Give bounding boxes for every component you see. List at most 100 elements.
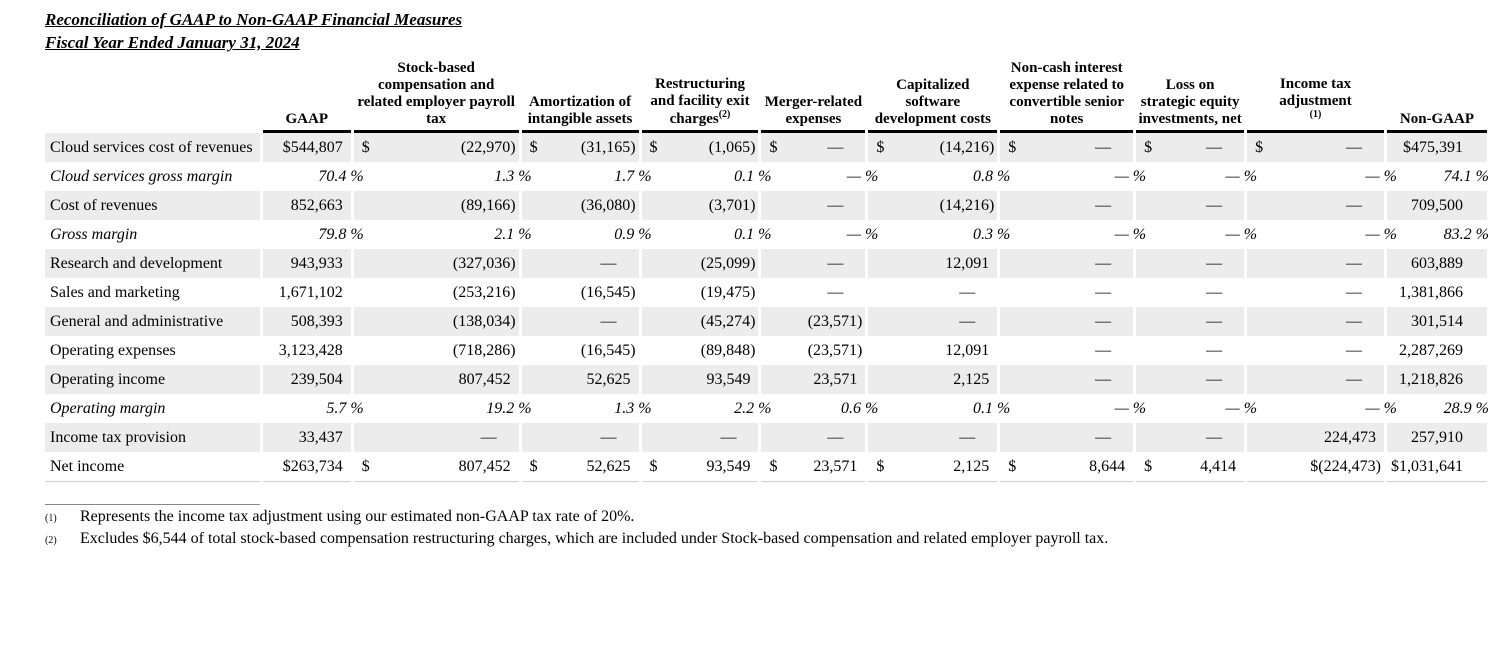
column-header: Restructuring and facility exit charges(… [641,60,759,133]
cell-value: 1.3 % [614,400,652,417]
footnote-marker: (1) [45,513,57,524]
table-cell: 2.1 % [354,220,531,249]
header-row: GAAP Stock-based compensation and related… [45,60,1487,133]
cell-value: 0.1 % [734,226,772,243]
column-header: Capitalized software development costs [868,60,998,133]
cell-value: — % [1365,400,1397,417]
table-cell: (89,166) [353,191,519,220]
table-row: Gross margin 79.8 % 2.1 % 0.9 % 0.1 % — % 0.3 … [45,220,1489,249]
cell-value: — [1095,342,1112,359]
table-cell: — [1247,336,1384,365]
cell-value: — % [1365,226,1397,243]
cell-value: — % [1225,400,1258,417]
table-cell: 603,889 [1386,249,1487,278]
cell-value: — [1095,313,1112,330]
table-row: Operating income 239,504 807,452 52,625 93,5… [45,365,1487,394]
row-label: Operating income [45,365,260,394]
cell-value: — [1206,429,1223,446]
cell-value: (327,036) [452,255,516,272]
table-cell: — [1247,278,1384,307]
table-cell: 79.8 % [263,220,363,249]
footnote-marker: (2) [45,535,57,546]
table-cell: 19.2 % [354,394,531,423]
table-cell: 23,571 [761,365,866,394]
table-cell: 1,381,866 [1387,278,1487,307]
table-cell: 1.3 % [354,162,531,191]
table-cell: $(224,473) [1247,452,1384,482]
table-cell: — % [1000,162,1147,191]
cell-value: (25,099) [700,255,756,272]
table-cell: 28.9 % [1387,394,1489,423]
cell-value: — [959,284,976,301]
cell-value: $475,391 [1403,139,1463,156]
cell-value: 301,514 [1411,313,1463,330]
table-row: Operating margin 5.7 % 19.2 % 1.3 % 2.2 % 0.6… [45,394,1489,423]
document-title: Reconciliation of GAAP to Non-GAAP Finan… [45,8,1490,54]
cell-value: (22,970) [460,139,516,156]
cell-value: (138,034) [452,313,516,330]
cell-value: — [1345,313,1362,330]
table-cell: — % [1136,220,1258,249]
cell-value: 224,473 [1323,429,1376,446]
table-cell: (45,274) [641,307,759,336]
footnote: (1) Represents the income tax adjustment … [45,507,1490,527]
column-header: Stock-based compensation and related emp… [353,60,519,133]
currency-symbol: $ [649,458,658,475]
cell-value: — [1206,342,1223,359]
table-cell: 0.9 % [522,220,651,249]
table-cell: 0.1 % [642,220,771,249]
table-cell: — [1247,191,1384,220]
cell-value: (23,571) [807,313,863,330]
table-row: Cloud services cost of revenues $544,807 $… [45,133,1487,162]
cell-value: (89,166) [460,197,516,214]
table-cell: (253,216) [354,278,519,307]
table-cell: (25,099) [641,249,759,278]
table-cell: — [761,249,866,278]
cell-value: — [1095,255,1112,272]
table-cell: — % [1000,220,1147,249]
cell-value: — % [1365,168,1397,185]
table-cell: $ (1,065) [641,133,759,162]
table-cell: 1.3 % [522,394,651,423]
table-row: Net income $263,734 $807,452 $52,625 $93,549… [45,452,1487,482]
column-header: GAAP [262,60,351,133]
table-row: Research and development 943,933 (327,036)… [45,249,1487,278]
currency-symbol: $ [529,139,538,156]
currency-symbol: $ [649,139,658,156]
table-row: Cost of revenues 852,663 (89,166) (36,080) (… [45,191,1487,220]
cell-value: — [600,255,617,272]
column-header: Income tax adjustment (1) [1247,60,1384,133]
cell-value: — % [1225,168,1258,185]
table-cell: (19,475) [642,278,759,307]
table-cell: — [868,423,998,452]
row-label: Net income [45,452,260,482]
cell-value: — [1345,371,1362,388]
cell-value: (36,080) [580,197,636,214]
table-cell: 3,123,428 [263,336,351,365]
cell-value: — [480,429,497,446]
table-cell: 1,218,826 [1386,365,1487,394]
table-cell: — [521,307,639,336]
table-cell: (327,036) [353,249,519,278]
table-cell: (14,216) [868,191,998,220]
table-cell: 70.4 % [263,162,363,191]
table-cell: — [521,249,639,278]
table-cell: $1,031,641 [1386,452,1487,482]
cell-value: 603,889 [1411,255,1463,272]
table-cell: — [641,423,759,452]
cell-value: $(224,473) [1310,458,1381,475]
table-cell: $4,414 [1136,452,1245,482]
table-cell: — % [1136,162,1258,191]
currency-symbol: $ [529,458,538,475]
table-cell: — % [1136,394,1258,423]
cell-value: $1,031,641 [1391,458,1463,475]
footnote-separator [45,504,260,505]
cell-value: 1,671,102 [278,284,343,301]
cell-value: (253,216) [452,284,516,301]
cell-value: — [1206,313,1223,330]
table-cell: 0.6 % [761,394,878,423]
table-cell: $475,391 [1386,133,1487,162]
table-cell: (23,571) [761,336,865,365]
table-cell: 0.1 % [868,394,1010,423]
cell-value: — [1206,139,1223,156]
